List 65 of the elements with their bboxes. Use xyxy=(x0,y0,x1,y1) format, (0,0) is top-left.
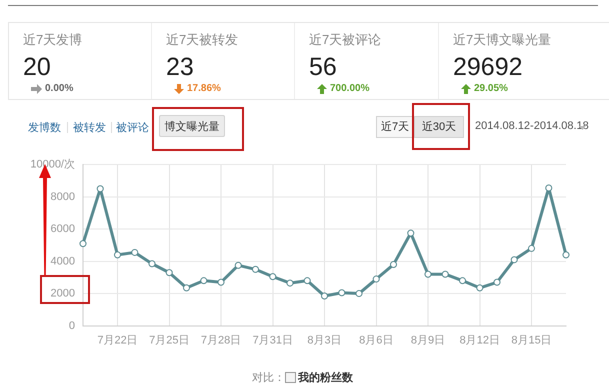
text: 29.05% xyxy=(474,83,508,94)
x-tick-label: 8月6日 xyxy=(359,334,394,346)
y-tick-label: 6000 xyxy=(50,223,75,236)
point xyxy=(424,270,432,278)
text: 近7天 xyxy=(376,116,414,138)
x-tick-label: 8月15日 xyxy=(511,334,552,346)
text: 博文曝光量 xyxy=(159,115,225,137)
point xyxy=(459,277,466,284)
point xyxy=(338,289,346,296)
x-tick-label: 7月22日 xyxy=(97,334,138,346)
point xyxy=(269,273,276,280)
point xyxy=(80,240,86,248)
text: 被转发 xyxy=(73,121,106,135)
text: 近7天被评论 xyxy=(309,31,382,49)
x-tick-label: 7月25日 xyxy=(149,334,190,346)
text: 2014.08.12-2014.08.18 xyxy=(475,120,589,132)
text: 被评论 xyxy=(116,121,149,135)
x-tick-label: 7月31日 xyxy=(252,334,293,346)
point xyxy=(200,277,208,284)
text: 近7天博文曝光量 xyxy=(453,31,552,49)
x-tick-label: 8月9日 xyxy=(410,334,446,346)
x-tick-label: 8月3日 xyxy=(307,334,342,346)
point xyxy=(476,284,484,292)
y-tick-label: 10000/次 xyxy=(30,158,75,171)
point xyxy=(528,244,535,252)
point xyxy=(286,280,294,287)
point xyxy=(372,276,380,283)
point xyxy=(407,230,414,237)
point xyxy=(148,260,156,268)
text: 700.00% xyxy=(330,83,370,94)
point xyxy=(304,277,311,284)
point xyxy=(562,251,570,258)
point xyxy=(218,278,224,286)
point xyxy=(114,251,121,258)
point xyxy=(356,290,362,298)
point xyxy=(510,256,518,264)
point xyxy=(252,266,259,273)
point xyxy=(131,248,138,256)
text: 0.00% xyxy=(45,83,74,94)
text: 近30天 xyxy=(414,116,464,138)
text: 对比： xyxy=(252,371,285,385)
text: 17.86% xyxy=(187,83,221,94)
point xyxy=(494,278,500,286)
x-tick-label: 7月28日 xyxy=(200,334,242,346)
y-tick-label: 4000 xyxy=(50,255,75,268)
point xyxy=(234,262,242,269)
text: 我的粉丝数 xyxy=(298,370,353,385)
text: 56 xyxy=(309,53,338,81)
text: 近7天发博 xyxy=(23,31,82,49)
y-tick-label: 0 xyxy=(68,320,75,332)
y-tick-label: 8000 xyxy=(50,190,75,203)
y-tick-label: 2000 xyxy=(50,288,75,300)
text: 29692 xyxy=(453,53,524,81)
text: 20 xyxy=(23,53,52,81)
point xyxy=(390,261,397,268)
point xyxy=(321,292,328,300)
point xyxy=(166,269,173,276)
point xyxy=(183,284,190,292)
x-tick-label: 8月12日 xyxy=(460,334,500,346)
text: 近7天被转发 xyxy=(166,31,238,49)
text: 发博数 xyxy=(28,121,61,135)
text: 23 xyxy=(166,53,195,81)
point xyxy=(96,185,104,192)
point xyxy=(442,270,449,278)
point xyxy=(545,184,552,192)
